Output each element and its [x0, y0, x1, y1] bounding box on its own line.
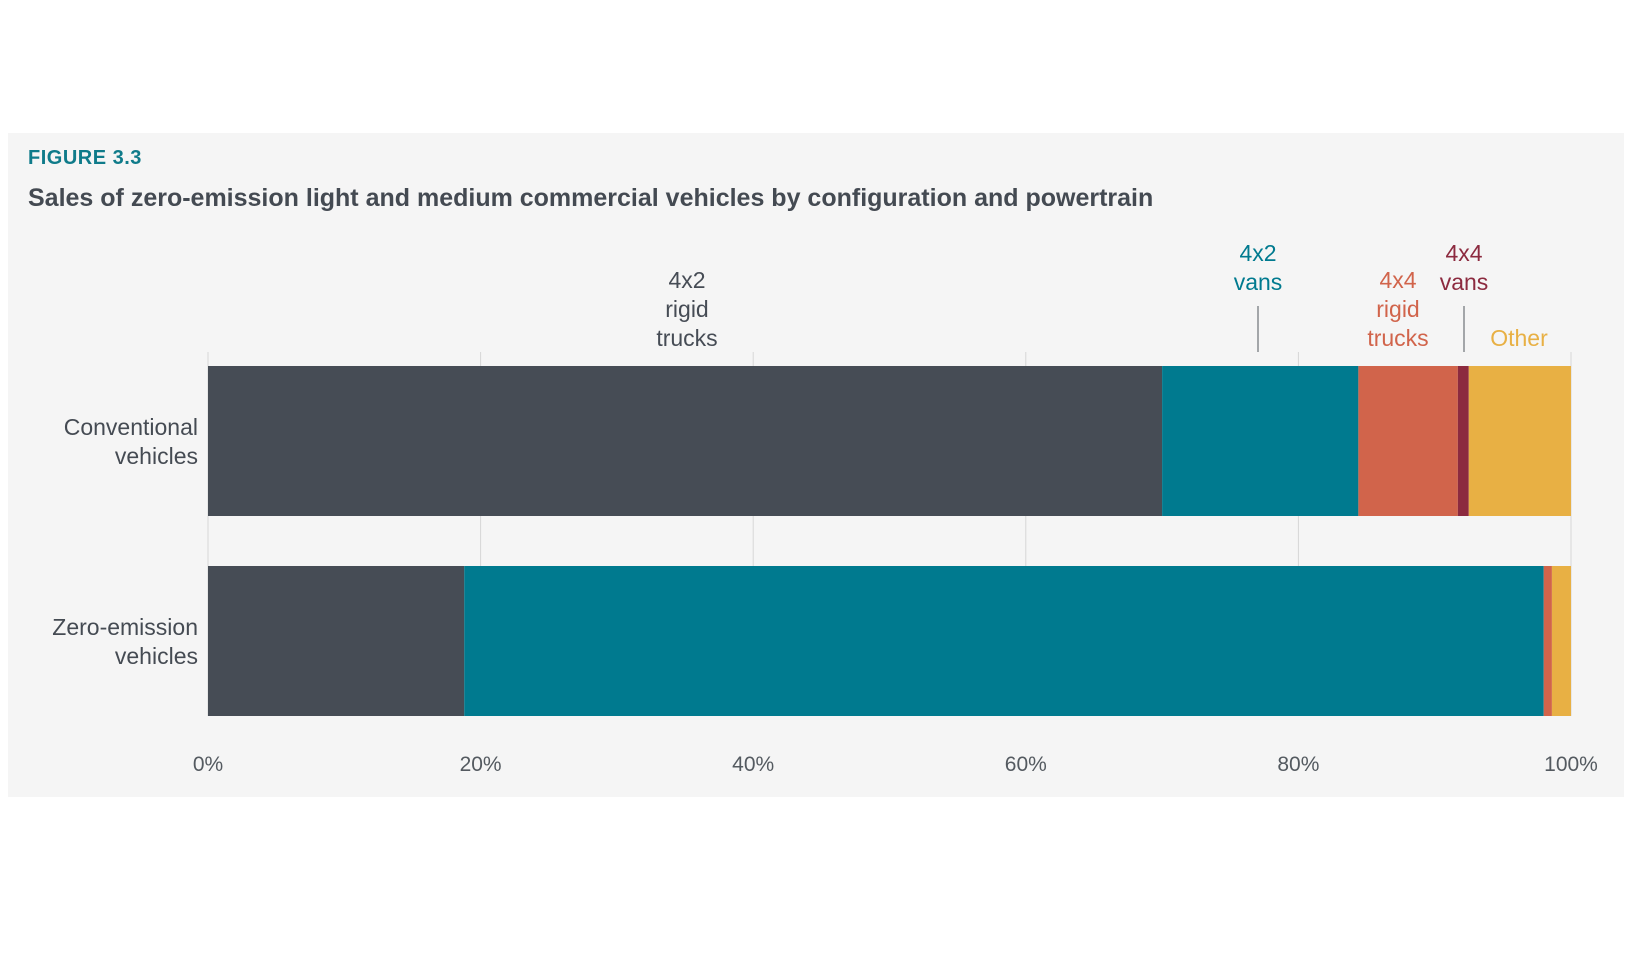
bar-segment-1-1 — [464, 566, 1544, 716]
bar-segment-0-4 — [1468, 366, 1571, 516]
bar-segment-1-4 — [1551, 566, 1571, 716]
figure-number: FIGURE 3.3 — [28, 147, 142, 169]
bar-segment-0-1 — [1162, 366, 1359, 516]
category-label-0: Conventional vehicles — [64, 414, 198, 469]
bar-segment-0-0 — [208, 366, 1163, 516]
bar-segment-1-0 — [208, 566, 465, 716]
series-label-2: 4x4 rigid trucks — [1367, 267, 1428, 351]
x-tick-label-0: 0% — [193, 753, 223, 776]
x-tick-label-2: 40% — [732, 753, 774, 776]
x-tick-label-4: 80% — [1277, 753, 1319, 776]
bar-segment-1-2 — [1543, 566, 1552, 716]
category-label-1: Zero-emission vehicles — [52, 614, 198, 669]
bar-segment-0-3 — [1457, 366, 1469, 516]
x-tick-label-1: 20% — [460, 753, 502, 776]
series-label-3: 4x4 vans — [1440, 240, 1489, 295]
series-label-1: 4x2 vans — [1234, 240, 1283, 295]
series-label-0: 4x2 rigid trucks — [656, 267, 717, 351]
series-label-4: Other — [1490, 325, 1548, 351]
chart-title: Sales of zero-emission light and medium … — [28, 184, 1154, 212]
x-tick-label-5: 100% — [1544, 753, 1598, 776]
x-tick-label-3: 60% — [1005, 753, 1047, 776]
bar-segment-0-2 — [1358, 366, 1458, 516]
